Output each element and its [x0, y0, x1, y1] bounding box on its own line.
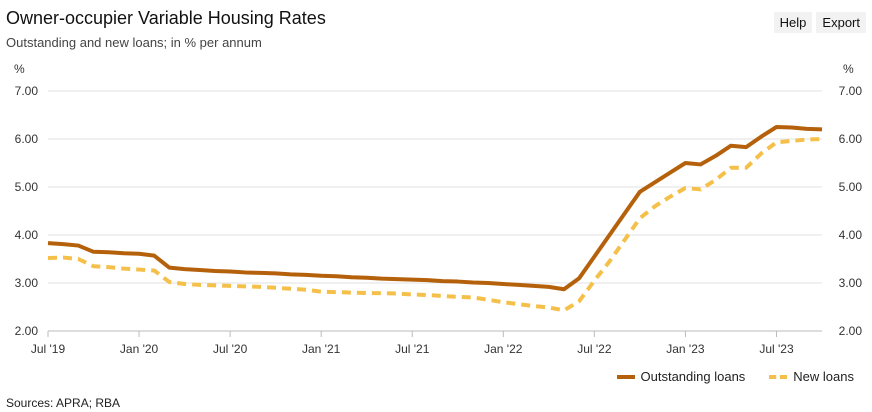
- gridlines: [48, 90, 822, 332]
- x-tick-label: Jul '20: [213, 342, 248, 356]
- y-axis-unit-left: %: [14, 62, 25, 76]
- x-tick-label: Jan '23: [666, 342, 705, 356]
- series-lines: [47, 125, 823, 313]
- series-line-new-loans: [47, 137, 823, 313]
- legend-swatch-new: [769, 374, 788, 379]
- legend-label-outstanding: Outstanding loans: [640, 369, 746, 384]
- export-button[interactable]: Export: [816, 12, 866, 33]
- legend-item-new[interactable]: New loans: [769, 369, 854, 384]
- x-tick-label: Jul '21: [395, 342, 430, 356]
- y-tick-label-left: 3.00: [15, 276, 39, 290]
- axes: 2.00 2.00 3.00 3.00 4.00 4.00 5.00 5.00 6.00 6.00…: [15, 84, 863, 356]
- x-tick-label: Jan '20: [120, 342, 159, 356]
- y-tick-label-left: 4.00: [15, 228, 39, 242]
- y-axis-unit-right: %: [843, 62, 854, 76]
- chart-title: Owner-occupier Variable Housing Rates: [6, 8, 326, 28]
- x-tick-label: Jan '22: [484, 342, 523, 356]
- y-tick-label-right: 2.00: [839, 324, 863, 338]
- legend-item-outstanding[interactable]: Outstanding loans: [616, 369, 746, 384]
- y-tick-label-right: 4.00: [839, 228, 863, 242]
- legend: Outstanding loans New loans: [616, 369, 854, 384]
- help-button[interactable]: Help: [773, 12, 813, 33]
- series-line-outstanding-loans: [47, 125, 823, 292]
- y-tick-label-right: 5.00: [839, 180, 863, 194]
- x-tick-label: Jul '23: [759, 342, 794, 356]
- y-tick-label-right: 6.00: [839, 132, 863, 146]
- y-tick-label-left: 5.00: [15, 180, 39, 194]
- source-note: Sources: APRA; RBA: [6, 396, 121, 410]
- legend-swatch-outstanding: [616, 374, 635, 379]
- legend-label-new: New loans: [793, 369, 854, 384]
- x-tick-label: Jan '21: [302, 342, 341, 356]
- chart-subtitle: Outstanding and new loans; in % per annu…: [6, 35, 262, 50]
- x-tick-label: Jul '22: [577, 342, 612, 356]
- toolbar: Help Export: [773, 12, 866, 33]
- y-tick-label-right: 7.00: [839, 84, 863, 98]
- x-tick-label: Jul '19: [31, 342, 66, 356]
- y-tick-label-left: 7.00: [15, 84, 39, 98]
- y-tick-label-left: 2.00: [15, 324, 39, 338]
- y-tick-label-right: 3.00: [839, 276, 863, 290]
- y-tick-label-left: 6.00: [15, 132, 39, 146]
